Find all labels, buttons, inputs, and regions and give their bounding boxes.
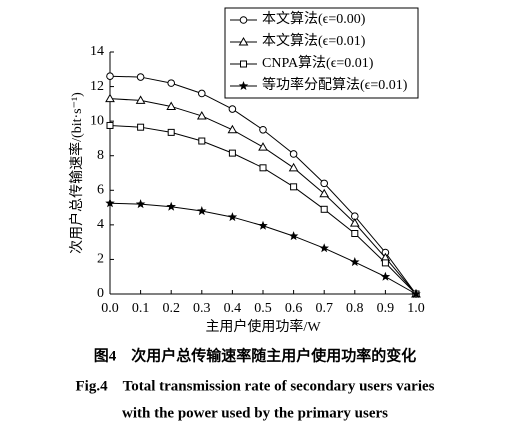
marker (137, 123, 145, 131)
marker (105, 93, 115, 103)
marker (320, 179, 329, 188)
legend-label: 等功率分配算法(ϵ=0.01) (262, 76, 408, 93)
caption: Fig.4 Total transmission rate of seconda… (75, 378, 434, 394)
y-tick-label: 10 (90, 113, 104, 128)
legend-marker (239, 16, 248, 24)
marker (258, 142, 268, 151)
x-tick-label: 0.8 (346, 301, 364, 316)
marker (350, 257, 360, 267)
marker (166, 201, 176, 211)
marker (319, 243, 329, 253)
marker (228, 105, 237, 113)
y-tick-label: 14 (90, 44, 104, 59)
marker (227, 124, 238, 134)
marker (288, 162, 299, 172)
x-tick-label: 0.2 (162, 301, 180, 316)
legend-marker (238, 81, 249, 91)
marker (259, 125, 267, 134)
marker (105, 198, 115, 208)
marker (135, 199, 146, 209)
marker (227, 212, 238, 222)
marker (319, 188, 330, 198)
marker (135, 95, 146, 104)
y-tick-label: 12 (90, 79, 104, 94)
y-tick-label: 0 (97, 286, 104, 301)
marker (349, 218, 360, 227)
legend-marker (238, 36, 249, 46)
legend-label: CNPA算法(ϵ=0.01) (262, 55, 374, 71)
y-tick-label: 8 (97, 148, 104, 163)
x-tick-label: 0.9 (377, 301, 395, 316)
marker (136, 73, 145, 81)
legend-box (224, 7, 419, 99)
legend-marker (240, 60, 247, 68)
caption: with the power used by the primary users (122, 405, 388, 421)
marker (258, 220, 268, 230)
legend-label: 本文算法(ϵ=0.00) (262, 11, 366, 27)
marker (288, 231, 299, 241)
y-tick-label: 2 (97, 252, 104, 267)
marker (259, 164, 267, 172)
x-tick-label: 0.3 (193, 301, 211, 316)
x-tick-label: 0.6 (285, 301, 303, 316)
marker (228, 149, 236, 157)
marker (166, 101, 177, 110)
marker (198, 89, 206, 98)
marker (197, 206, 207, 216)
marker (381, 259, 389, 267)
legend-label: 本文算法(ϵ=0.01) (262, 33, 366, 49)
x-tick-label: 0.4 (224, 301, 242, 316)
marker (290, 183, 298, 191)
series-line (109, 75, 417, 295)
marker (411, 289, 421, 299)
marker (198, 137, 206, 145)
x-tick-label: 0.1 (132, 301, 150, 316)
x-tick-label: 0.7 (315, 301, 333, 316)
series-line (109, 124, 417, 295)
marker (106, 121, 114, 129)
marker (167, 128, 175, 136)
marker (289, 150, 298, 158)
y-tick-label: 6 (97, 183, 104, 198)
marker (351, 230, 359, 237)
marker (380, 271, 391, 281)
marker (196, 110, 207, 120)
x-tick-label: 0.5 (254, 301, 272, 316)
marker (320, 205, 328, 213)
y-tick-label: 4 (97, 217, 104, 232)
marker (167, 79, 175, 87)
marker (106, 72, 114, 80)
x-axis-label: 主用户使用功率/W (205, 318, 321, 335)
x-tick-label: 1.0 (407, 301, 425, 316)
y-axis-label: 次用户总传输速率/(bit·s⁻¹) (68, 92, 85, 254)
caption: 图4 次用户总传输速率随主用户使用功率的变化 (94, 346, 417, 364)
x-tick-label: 0.0 (101, 301, 119, 316)
